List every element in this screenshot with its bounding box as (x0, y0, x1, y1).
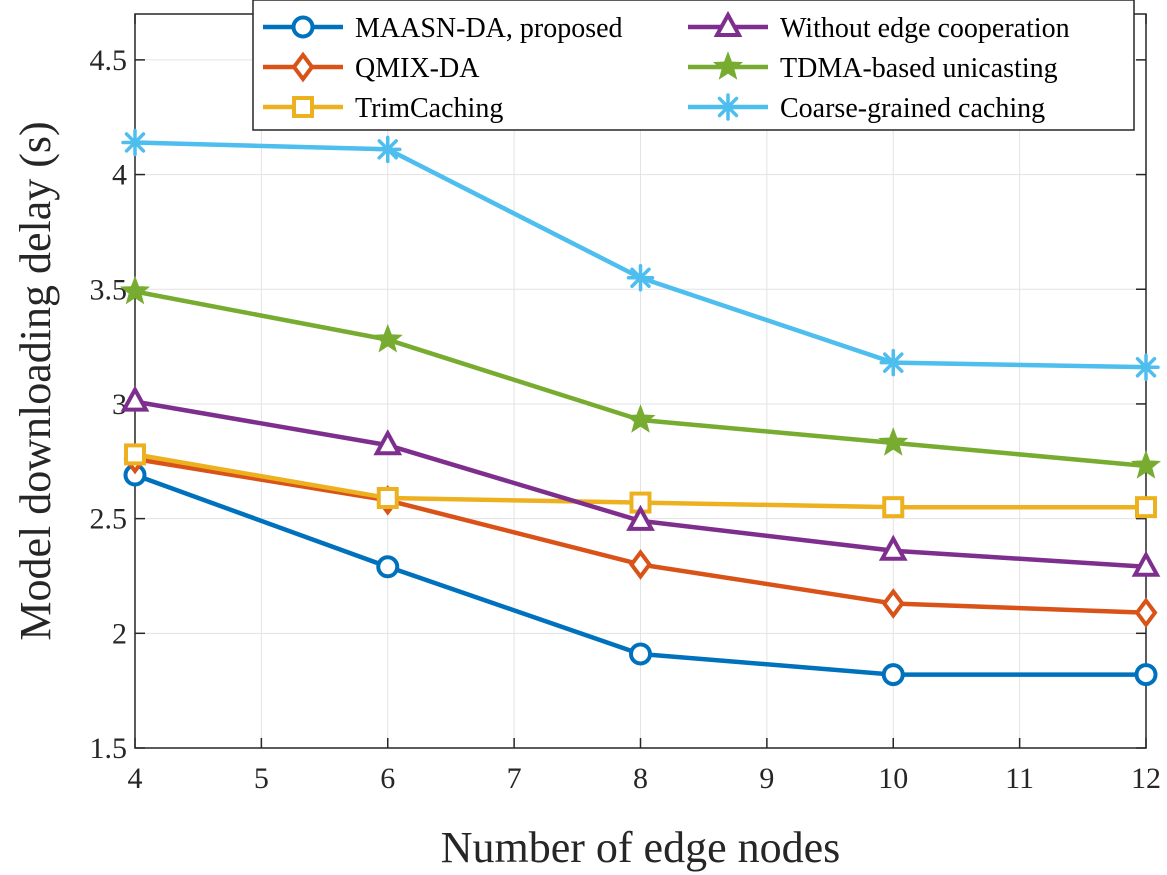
legend-item: QMIX-DA (263, 51, 480, 84)
legend-item: Coarse-grained caching (688, 93, 1045, 124)
y-axis-title: Model downloading delay (s) (11, 121, 60, 640)
y-tick-label: 3 (112, 388, 127, 421)
marker-star-shape (712, 51, 744, 80)
marker-circle (1134, 663, 1158, 687)
x-axis-title: Number of edge nodes (441, 823, 841, 872)
marker-circle (291, 15, 315, 39)
marker-star-shape (119, 275, 151, 305)
marker-triangle (626, 504, 655, 531)
y-tick-label: 4.5 (90, 44, 128, 77)
marker-asterisk-stroke (124, 132, 146, 153)
marker-asterisk (714, 93, 742, 121)
marker-asterisk-stroke (377, 139, 398, 160)
marker-triangle (878, 534, 908, 561)
marker-asterisk-stroke (1135, 357, 1157, 378)
marker-asterisk-stroke (630, 267, 651, 289)
marker-diamond (1134, 597, 1158, 629)
marker-diamond (291, 51, 315, 83)
marker-square (376, 486, 399, 509)
axis-ticks: 4 5 6 7 8 9 10 11 12 1.5 2 2.5 3 3.5 4 4.5 (90, 14, 1161, 795)
legend: MAASN-DA, proposed QMIX-DA TrimCaching With… (252, 0, 1135, 131)
marker-star (119, 275, 151, 305)
legend-item: TDMA-based unicasting (688, 51, 1058, 84)
marker-circle (629, 642, 652, 666)
series-coarse-grained-caching (121, 128, 1160, 381)
legend-label: TDMA-based unicasting (780, 53, 1058, 84)
legend-item: Without edge cooperation (688, 10, 1070, 44)
marker-asterisk (1132, 353, 1160, 381)
marker-triangle (1131, 550, 1161, 577)
marker-asterisk-stroke (883, 352, 904, 373)
marker-asterisk (879, 348, 907, 377)
marker-circle (881, 663, 905, 687)
marker-triangle (713, 10, 743, 37)
x-tick-label: 7 (507, 762, 522, 795)
legend-label: MAASN-DA, proposed (355, 13, 623, 44)
x-tick-label: 6 (380, 762, 395, 795)
x-tick-label: 8 (633, 762, 648, 795)
marker-triangle (373, 429, 403, 456)
marker-star (625, 404, 656, 433)
y-tick-label: 1.5 (90, 732, 128, 765)
marker-asterisk (626, 264, 655, 292)
marker-star (878, 427, 909, 456)
series-without-edge-cooperation (120, 385, 1161, 577)
marker-asterisk (121, 128, 149, 157)
series-tdma-based-unicasting (119, 275, 1162, 479)
x-tick-label: 4 (128, 762, 143, 795)
series-maasn-da-proposed (123, 463, 1158, 687)
series-group (119, 128, 1162, 687)
legend-label: Coarse-grained caching (780, 93, 1045, 124)
legend-label: QMIX-DA (355, 53, 480, 84)
marker-square (292, 96, 314, 118)
x-tick-label: 9 (759, 762, 774, 795)
x-tick-label: 12 (1131, 762, 1161, 795)
y-tick-label: 3.5 (90, 273, 128, 306)
marker-star (1130, 450, 1162, 479)
marker-square (124, 443, 146, 466)
marker-asterisk (374, 135, 402, 164)
marker-square (882, 496, 905, 519)
legend-label: Without edge cooperation (780, 13, 1070, 44)
x-tick-label: 11 (1005, 762, 1034, 795)
legend-item: TrimCaching (263, 93, 503, 124)
x-tick-label: 5 (254, 762, 269, 795)
marker-star-shape (625, 404, 656, 433)
marker-circle (376, 555, 400, 579)
marker-star-shape (372, 323, 403, 353)
marker-star (372, 323, 403, 353)
legend-item: MAASN-DA, proposed (263, 13, 623, 44)
marker-star-shape (1130, 450, 1162, 479)
marker-square (1135, 496, 1157, 519)
marker-asterisk-stroke (717, 96, 739, 118)
marker-star-shape (878, 427, 909, 456)
y-tick-label: 2 (112, 617, 127, 650)
x-tick-label: 10 (878, 762, 908, 795)
y-tick-label: 4 (112, 159, 127, 192)
y-tick-label: 2.5 (90, 503, 128, 536)
marker-diamond (881, 588, 905, 619)
marker-star (712, 51, 744, 80)
legend-label: TrimCaching (355, 93, 503, 124)
series-trimcaching (124, 443, 1157, 519)
marker-diamond (629, 549, 652, 580)
marker-triangle (120, 385, 150, 412)
